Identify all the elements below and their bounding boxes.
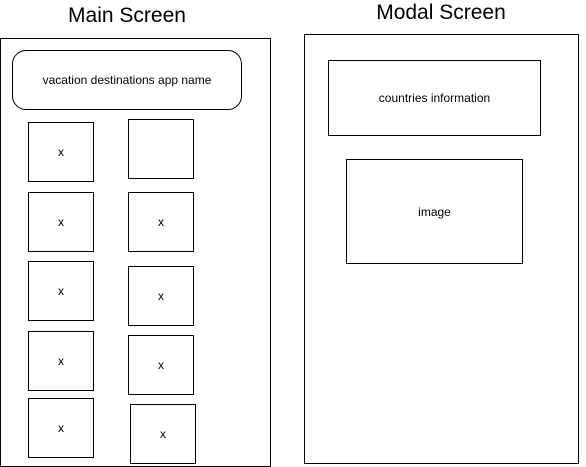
destination-tile[interactable]: x	[128, 266, 194, 326]
destination-tile[interactable]: x	[128, 335, 194, 395]
image-placeholder: image	[346, 159, 523, 264]
destination-tile[interactable]: x	[28, 331, 94, 391]
destination-tile[interactable]: x	[28, 122, 94, 182]
modal-screen-title: Modal Screen	[376, 1, 506, 24]
countries-information-box: countries information	[328, 60, 541, 136]
app-name-header: vacation destinations app name	[12, 50, 242, 110]
destination-tile[interactable]: x	[130, 404, 196, 464]
destination-tile[interactable]: x	[28, 192, 94, 252]
destination-tile[interactable]: x	[128, 192, 194, 252]
destination-tile[interactable]: x	[28, 261, 94, 321]
destination-tile[interactable]: x	[28, 398, 94, 458]
destination-tile[interactable]	[128, 119, 194, 179]
main-screen-title: Main Screen	[68, 4, 186, 27]
